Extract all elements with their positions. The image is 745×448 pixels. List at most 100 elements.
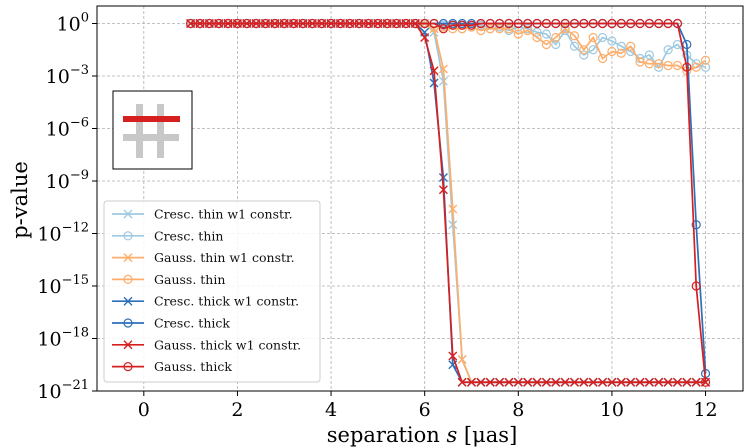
data-point — [494, 18, 505, 29]
data-point — [523, 377, 533, 387]
data-point — [476, 25, 486, 36]
data-point — [616, 377, 626, 387]
data-point — [654, 377, 664, 387]
legend-marker — [123, 296, 133, 306]
x-tick-label: 0 — [138, 399, 150, 421]
data-point — [532, 18, 542, 29]
legend-item: Cresc. thick — [112, 316, 230, 331]
data-point — [251, 18, 261, 29]
data-point — [204, 18, 214, 29]
legend-label: Cresc. thin w1 constr. — [154, 207, 293, 222]
data-point — [448, 204, 458, 214]
data-point — [598, 377, 608, 387]
data-point — [438, 173, 448, 182]
legend-marker — [123, 362, 133, 372]
data-point — [420, 18, 430, 29]
data-point — [466, 377, 476, 387]
data-point — [663, 45, 673, 55]
legend-item: Gauss. thin — [112, 272, 225, 287]
data-point — [597, 53, 608, 64]
data-point — [429, 78, 439, 88]
data-point — [635, 18, 645, 29]
data-point — [504, 24, 514, 34]
data-point — [672, 18, 683, 29]
legend-item: Gauss. thick w1 constr. — [112, 337, 301, 352]
data-point — [457, 377, 467, 387]
data-point — [644, 18, 654, 29]
data-point — [607, 377, 617, 387]
data-point — [588, 45, 598, 55]
data-point — [513, 18, 523, 29]
data-point — [363, 18, 374, 29]
data-point — [597, 32, 608, 43]
x-tick-label: 12 — [693, 399, 717, 421]
series-layer — [186, 18, 711, 387]
data-point — [429, 66, 439, 76]
data-point — [700, 62, 711, 72]
data-point — [551, 377, 561, 387]
data-point — [569, 377, 579, 387]
data-point — [476, 377, 486, 387]
legend-label: Cresc. thick — [154, 316, 230, 331]
data-point — [494, 24, 505, 34]
data-point — [373, 18, 383, 29]
legend-item: Cresc. thin — [112, 228, 223, 243]
data-point — [569, 18, 580, 29]
data-point — [626, 41, 636, 51]
data-point — [438, 64, 448, 74]
legend-item: Gauss. thin w1 constr. — [112, 250, 295, 265]
data-point — [223, 18, 233, 29]
data-point — [607, 36, 617, 46]
data-point — [691, 220, 701, 230]
y-tick-label: 10−21 — [37, 378, 89, 403]
data-point — [691, 281, 701, 291]
data-point — [485, 24, 495, 34]
legend-marker — [123, 274, 133, 284]
data-point — [438, 24, 449, 34]
data-point — [532, 27, 542, 37]
data-point — [186, 18, 196, 29]
y-axis-label: p-value — [8, 161, 32, 239]
data-point — [607, 46, 617, 57]
data-point — [242, 18, 252, 29]
legend-label: Cresc. thin — [154, 228, 223, 243]
legend-item: Cresc. thin w1 constr. — [112, 207, 293, 222]
data-point — [420, 33, 430, 42]
legend-marker — [123, 340, 133, 350]
data-point — [691, 62, 701, 72]
legend-item: Gauss. thick — [112, 359, 232, 374]
data-point — [654, 59, 664, 69]
y-tick-label: 10−18 — [37, 326, 89, 351]
data-point — [635, 377, 645, 387]
data-point — [644, 59, 654, 69]
legend-label: Gauss. thin — [154, 272, 225, 287]
legend-item: Cresc. thick w1 constr. — [112, 294, 299, 309]
data-point — [298, 18, 308, 29]
data-point — [448, 20, 458, 30]
data-point — [560, 24, 570, 34]
data-point — [214, 18, 224, 29]
data-point — [541, 29, 551, 39]
data-point — [569, 41, 580, 51]
data-point — [345, 18, 355, 29]
data-point — [541, 18, 551, 29]
x-axis-label: separation s [μas] — [327, 423, 518, 447]
data-point — [457, 20, 467, 30]
data-point — [260, 18, 271, 29]
data-point — [700, 55, 711, 65]
data-point — [579, 377, 589, 387]
data-point — [513, 29, 523, 39]
data-point — [588, 377, 598, 387]
data-point — [532, 32, 542, 43]
data-point — [523, 25, 533, 36]
data-point — [663, 60, 673, 71]
x-tick-label: 4 — [325, 399, 337, 421]
data-point — [279, 18, 289, 29]
data-point — [588, 18, 598, 29]
data-point — [663, 18, 673, 29]
data-point — [541, 377, 551, 387]
data-point — [391, 18, 402, 29]
legend: Cresc. thin w1 constr. Cresc. thin Gauss. … — [103, 200, 321, 383]
data-point — [354, 18, 364, 29]
